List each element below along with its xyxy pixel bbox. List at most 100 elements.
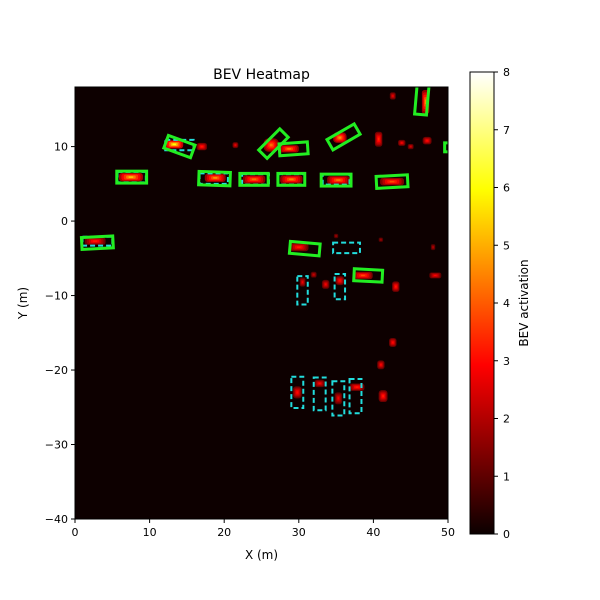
predicted-box <box>287 239 322 258</box>
heat-hotspot <box>398 139 406 146</box>
heat-cell <box>338 136 342 139</box>
heat-hotspot <box>374 131 383 147</box>
heat-cell <box>251 178 257 181</box>
ground-truth-box <box>331 380 346 417</box>
heat-hotspot <box>280 175 303 184</box>
y-tick-label: −20 <box>45 364 68 377</box>
heat-cell <box>377 137 380 141</box>
predicted-box <box>443 141 448 154</box>
heat-cell <box>337 397 340 400</box>
colorbar-tick-label: 8 <box>503 66 510 79</box>
heat-cell <box>335 235 337 237</box>
predicted-box <box>374 173 410 190</box>
predicted-box <box>277 140 310 158</box>
x-axis-ticks: 0 10 20 30 40 50 <box>72 519 455 539</box>
heat-cell <box>269 143 273 147</box>
heat-hotspot <box>429 272 442 279</box>
ground-truth-box <box>348 377 363 415</box>
plot-frame <box>74 86 449 520</box>
heat-hotspot <box>314 379 325 388</box>
heat-cell <box>200 145 203 148</box>
colorbar-tick-label: 4 <box>503 297 510 310</box>
colorbar-tick-label: 1 <box>503 470 510 483</box>
heat-hotspot <box>378 390 388 403</box>
heat-hotspot <box>119 173 143 182</box>
y-axis-ticks: 10 0 −10 −20 −30 −40 <box>45 141 75 526</box>
heat-hotspot <box>378 237 384 242</box>
predicted-box <box>324 121 363 152</box>
heat-cell <box>287 148 292 150</box>
predicted-boxes <box>79 87 448 284</box>
heat-cell <box>296 391 299 394</box>
predicted-box <box>115 169 149 185</box>
heat-hotspot <box>334 392 343 405</box>
heat-hotspot <box>389 338 397 347</box>
colorbar-tick-label: 5 <box>503 239 510 252</box>
heat-cell <box>380 239 382 241</box>
colorbar-tick-label: 3 <box>503 355 510 368</box>
heat-cell <box>380 363 382 366</box>
ground-truth-box <box>296 275 309 306</box>
x-tick-label: 20 <box>217 526 231 539</box>
x-axis-label: X (m) <box>245 548 278 562</box>
chart-title: BEV Heatmap <box>213 67 310 83</box>
heat-hotspot <box>333 233 339 239</box>
heat-cell <box>324 283 327 286</box>
y-tick-label: −30 <box>45 439 68 452</box>
predicted-box <box>276 171 307 187</box>
ground-truth-box <box>312 376 327 412</box>
colorbar-tick-label: 7 <box>503 124 510 137</box>
y-tick-label: 0 <box>61 215 68 228</box>
heat-cell <box>296 246 301 248</box>
heat-cell <box>234 144 236 146</box>
heat-hotspot <box>299 277 306 287</box>
predicted-box <box>197 169 232 188</box>
heat-cell <box>313 274 315 276</box>
heat-hotspot <box>353 271 373 280</box>
ground-truth-box <box>290 375 305 410</box>
y-tick-label: −40 <box>45 513 68 526</box>
ground-truth-box <box>332 241 361 255</box>
plot-area <box>75 87 448 519</box>
heat-hotspot <box>292 386 302 399</box>
colorbar-label: BEV activation <box>517 259 531 346</box>
heat-cell <box>401 142 403 144</box>
colorbar <box>469 71 495 535</box>
heat-cell <box>395 285 397 288</box>
x-tick-label: 40 <box>366 526 380 539</box>
heat-cell <box>410 146 412 148</box>
heat-cell <box>213 177 218 179</box>
heat-hotspot <box>289 243 309 252</box>
predicted-box <box>161 133 197 160</box>
heat-cell <box>424 99 427 105</box>
y-tick-label: 10 <box>54 141 68 154</box>
predicted-box <box>79 234 115 252</box>
heat-cell <box>336 179 341 181</box>
ground-truth-box <box>333 272 347 301</box>
heat-cell <box>172 143 177 146</box>
heat-cell <box>289 178 294 181</box>
heat-cell <box>392 95 394 97</box>
heat-hotspot <box>321 279 330 289</box>
heat-hotspot <box>389 92 396 100</box>
y-axis-label: Y (m) <box>16 287 30 320</box>
heat-hotspot <box>165 140 184 149</box>
heat-hotspot <box>279 145 299 153</box>
heat-hotspot <box>327 176 350 185</box>
heat-cell <box>426 139 429 142</box>
predicted-box <box>319 172 353 188</box>
heat-cell <box>128 176 134 178</box>
heat-cell <box>361 274 365 277</box>
x-tick-label: 10 <box>143 526 157 539</box>
heat-hotspot <box>422 136 432 145</box>
heat-hotspot <box>380 177 404 186</box>
heat-cell <box>93 240 98 242</box>
heat-hotspot <box>335 276 345 286</box>
heat-hotspot <box>242 175 266 184</box>
heat-cell <box>338 279 341 282</box>
heat-hotspot <box>196 142 208 151</box>
predicted-box <box>412 87 431 117</box>
predicted-box <box>256 126 291 161</box>
heat-cell <box>355 386 359 388</box>
